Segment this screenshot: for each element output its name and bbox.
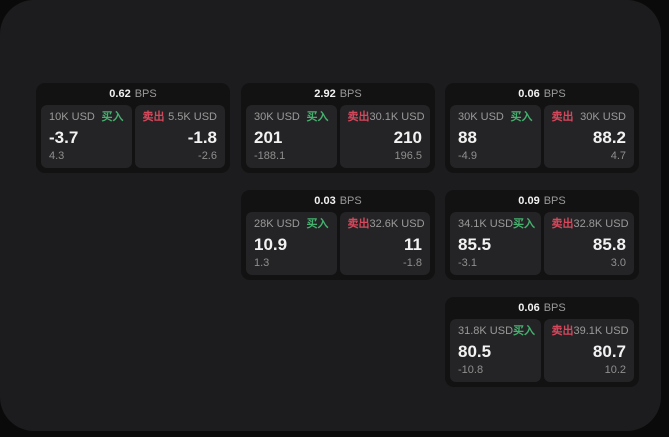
card-body: 10K USD 买入 -3.7 4.3 卖出 5.5K USD -1.8 -2.… bbox=[41, 105, 225, 168]
buy-panel[interactable]: 10K USD 买入 -3.7 4.3 bbox=[41, 105, 132, 168]
buy-sub-value: -188.1 bbox=[254, 150, 286, 162]
card-body: 34.1K USD 买入 85.5 -3.1 卖出 32.8K USD 85.8… bbox=[450, 212, 634, 275]
sell-side-label: 卖出 bbox=[551, 111, 574, 123]
buy-price: 10.9 bbox=[254, 234, 288, 254]
sell-price: 88.2 bbox=[592, 127, 626, 147]
sell-side-label: 卖出 bbox=[347, 111, 370, 123]
buy-side-label: 买入 bbox=[306, 218, 329, 230]
sell-sub-value: -1.8 bbox=[403, 257, 422, 269]
buy-size-label: 31.8K USD bbox=[458, 325, 514, 337]
sell-size-label: 32.6K USD bbox=[369, 218, 425, 230]
sell-price: 85.8 bbox=[592, 234, 626, 254]
sell-size-label: 30K USD bbox=[580, 111, 626, 123]
buy-size-label: 10K USD bbox=[49, 111, 95, 123]
bps-unit-label: BPS bbox=[543, 302, 566, 314]
bps-unit-label: BPS bbox=[543, 88, 566, 100]
sell-panel[interactable]: 卖出 39.1K USD 80.7 10.2 bbox=[543, 319, 634, 382]
buy-size-label: 28K USD bbox=[254, 218, 300, 230]
buy-panel[interactable]: 28K USD 买入 10.9 1.3 bbox=[246, 212, 337, 275]
bps-value: 0.03 bbox=[314, 195, 336, 207]
quote-card: 0.06 BPS 31.8K USD 买入 80.5 -10.8 卖出 39.1… bbox=[445, 297, 639, 387]
sell-panel[interactable]: 卖出 30.1K USD 210 196.5 bbox=[339, 105, 430, 168]
bps-unit-label: BPS bbox=[339, 88, 362, 100]
sell-panel[interactable]: 卖出 30K USD 88.2 4.7 bbox=[543, 105, 634, 168]
card-body: 28K USD 买入 10.9 1.3 卖出 32.6K USD 11 -1.8 bbox=[246, 212, 430, 275]
sell-sub-value: 3.0 bbox=[610, 257, 626, 269]
buy-price: 80.5 bbox=[458, 341, 492, 361]
sell-side-label: 卖出 bbox=[142, 111, 165, 123]
card-header: 0.62 BPS bbox=[41, 83, 225, 105]
buy-price: 88 bbox=[458, 127, 477, 147]
card-body: 30K USD 买入 88 -4.9 卖出 30K USD 88.2 4.7 bbox=[450, 105, 634, 168]
buy-sub-value: -3.1 bbox=[458, 257, 477, 269]
buy-sub-value: -10.8 bbox=[458, 364, 484, 376]
app-window: 0.62 BPS 10K USD 买入 -3.7 4.3 卖出 5.5K USD… bbox=[0, 0, 661, 431]
buy-side-label: 买入 bbox=[101, 111, 124, 123]
sell-price: 80.7 bbox=[592, 341, 626, 361]
sell-sub-value: 196.5 bbox=[394, 150, 422, 162]
sell-panel[interactable]: 卖出 32.8K USD 85.8 3.0 bbox=[543, 212, 634, 275]
sell-sub-value: 10.2 bbox=[604, 364, 626, 376]
bps-value: 0.62 bbox=[109, 88, 131, 100]
sell-panel[interactable]: 卖出 32.6K USD 11 -1.8 bbox=[339, 212, 430, 275]
quote-card: 2.92 BPS 30K USD 买入 201 -188.1 卖出 30.1K … bbox=[241, 83, 435, 173]
card-header: 0.09 BPS bbox=[450, 190, 634, 212]
bps-value: 0.06 bbox=[518, 88, 540, 100]
sell-size-label: 30.1K USD bbox=[369, 111, 425, 123]
quote-card: 0.03 BPS 28K USD 买入 10.9 1.3 卖出 32.6K US… bbox=[241, 190, 435, 280]
quote-card: 0.62 BPS 10K USD 买入 -3.7 4.3 卖出 5.5K USD… bbox=[36, 83, 230, 173]
bps-value: 2.92 bbox=[314, 88, 336, 100]
sell-side-label: 卖出 bbox=[551, 218, 574, 230]
bps-value: 0.06 bbox=[518, 302, 540, 314]
card-body: 31.8K USD 买入 80.5 -10.8 卖出 39.1K USD 80.… bbox=[450, 319, 634, 382]
sell-size-label: 32.8K USD bbox=[573, 218, 629, 230]
buy-panel[interactable]: 30K USD 买入 201 -188.1 bbox=[246, 105, 337, 168]
sell-price: -1.8 bbox=[187, 127, 217, 147]
buy-price: 201 bbox=[254, 127, 283, 147]
sell-size-label: 5.5K USD bbox=[168, 111, 217, 123]
card-header: 0.03 BPS bbox=[246, 190, 430, 212]
buy-panel[interactable]: 30K USD 买入 88 -4.9 bbox=[450, 105, 541, 168]
buy-size-label: 34.1K USD bbox=[458, 218, 514, 230]
sell-panel[interactable]: 卖出 5.5K USD -1.8 -2.6 bbox=[134, 105, 225, 168]
bps-value: 0.09 bbox=[518, 195, 540, 207]
bps-unit-label: BPS bbox=[339, 195, 362, 207]
sell-price: 11 bbox=[404, 234, 422, 254]
card-header: 0.06 BPS bbox=[450, 297, 634, 319]
buy-side-label: 买入 bbox=[513, 218, 536, 230]
card-header: 2.92 BPS bbox=[246, 83, 430, 105]
buy-price: 85.5 bbox=[458, 234, 492, 254]
buy-panel[interactable]: 34.1K USD 买入 85.5 -3.1 bbox=[450, 212, 541, 275]
buy-size-label: 30K USD bbox=[254, 111, 300, 123]
bps-unit-label: BPS bbox=[134, 88, 157, 100]
buy-sub-value: -4.9 bbox=[458, 150, 477, 162]
sell-sub-value: 4.7 bbox=[610, 150, 626, 162]
buy-side-label: 买入 bbox=[510, 111, 533, 123]
buy-sub-value: 4.3 bbox=[49, 150, 65, 162]
sell-size-label: 39.1K USD bbox=[573, 325, 629, 337]
quote-card: 0.09 BPS 34.1K USD 买入 85.5 -3.1 卖出 32.8K… bbox=[445, 190, 639, 280]
sell-side-label: 卖出 bbox=[347, 218, 370, 230]
sell-sub-value: -2.6 bbox=[198, 150, 217, 162]
quote-card: 0.06 BPS 30K USD 买入 88 -4.9 卖出 30K USD 8… bbox=[445, 83, 639, 173]
buy-side-label: 买入 bbox=[513, 325, 536, 337]
sell-price: 210 bbox=[393, 127, 422, 147]
buy-sub-value: 1.3 bbox=[254, 257, 270, 269]
buy-price: -3.7 bbox=[49, 127, 79, 147]
card-header: 0.06 BPS bbox=[450, 83, 634, 105]
card-body: 30K USD 买入 201 -188.1 卖出 30.1K USD 210 1… bbox=[246, 105, 430, 168]
buy-side-label: 买入 bbox=[306, 111, 329, 123]
bps-unit-label: BPS bbox=[543, 195, 566, 207]
sell-side-label: 卖出 bbox=[551, 325, 574, 337]
buy-panel[interactable]: 31.8K USD 买入 80.5 -10.8 bbox=[450, 319, 541, 382]
buy-size-label: 30K USD bbox=[458, 111, 504, 123]
